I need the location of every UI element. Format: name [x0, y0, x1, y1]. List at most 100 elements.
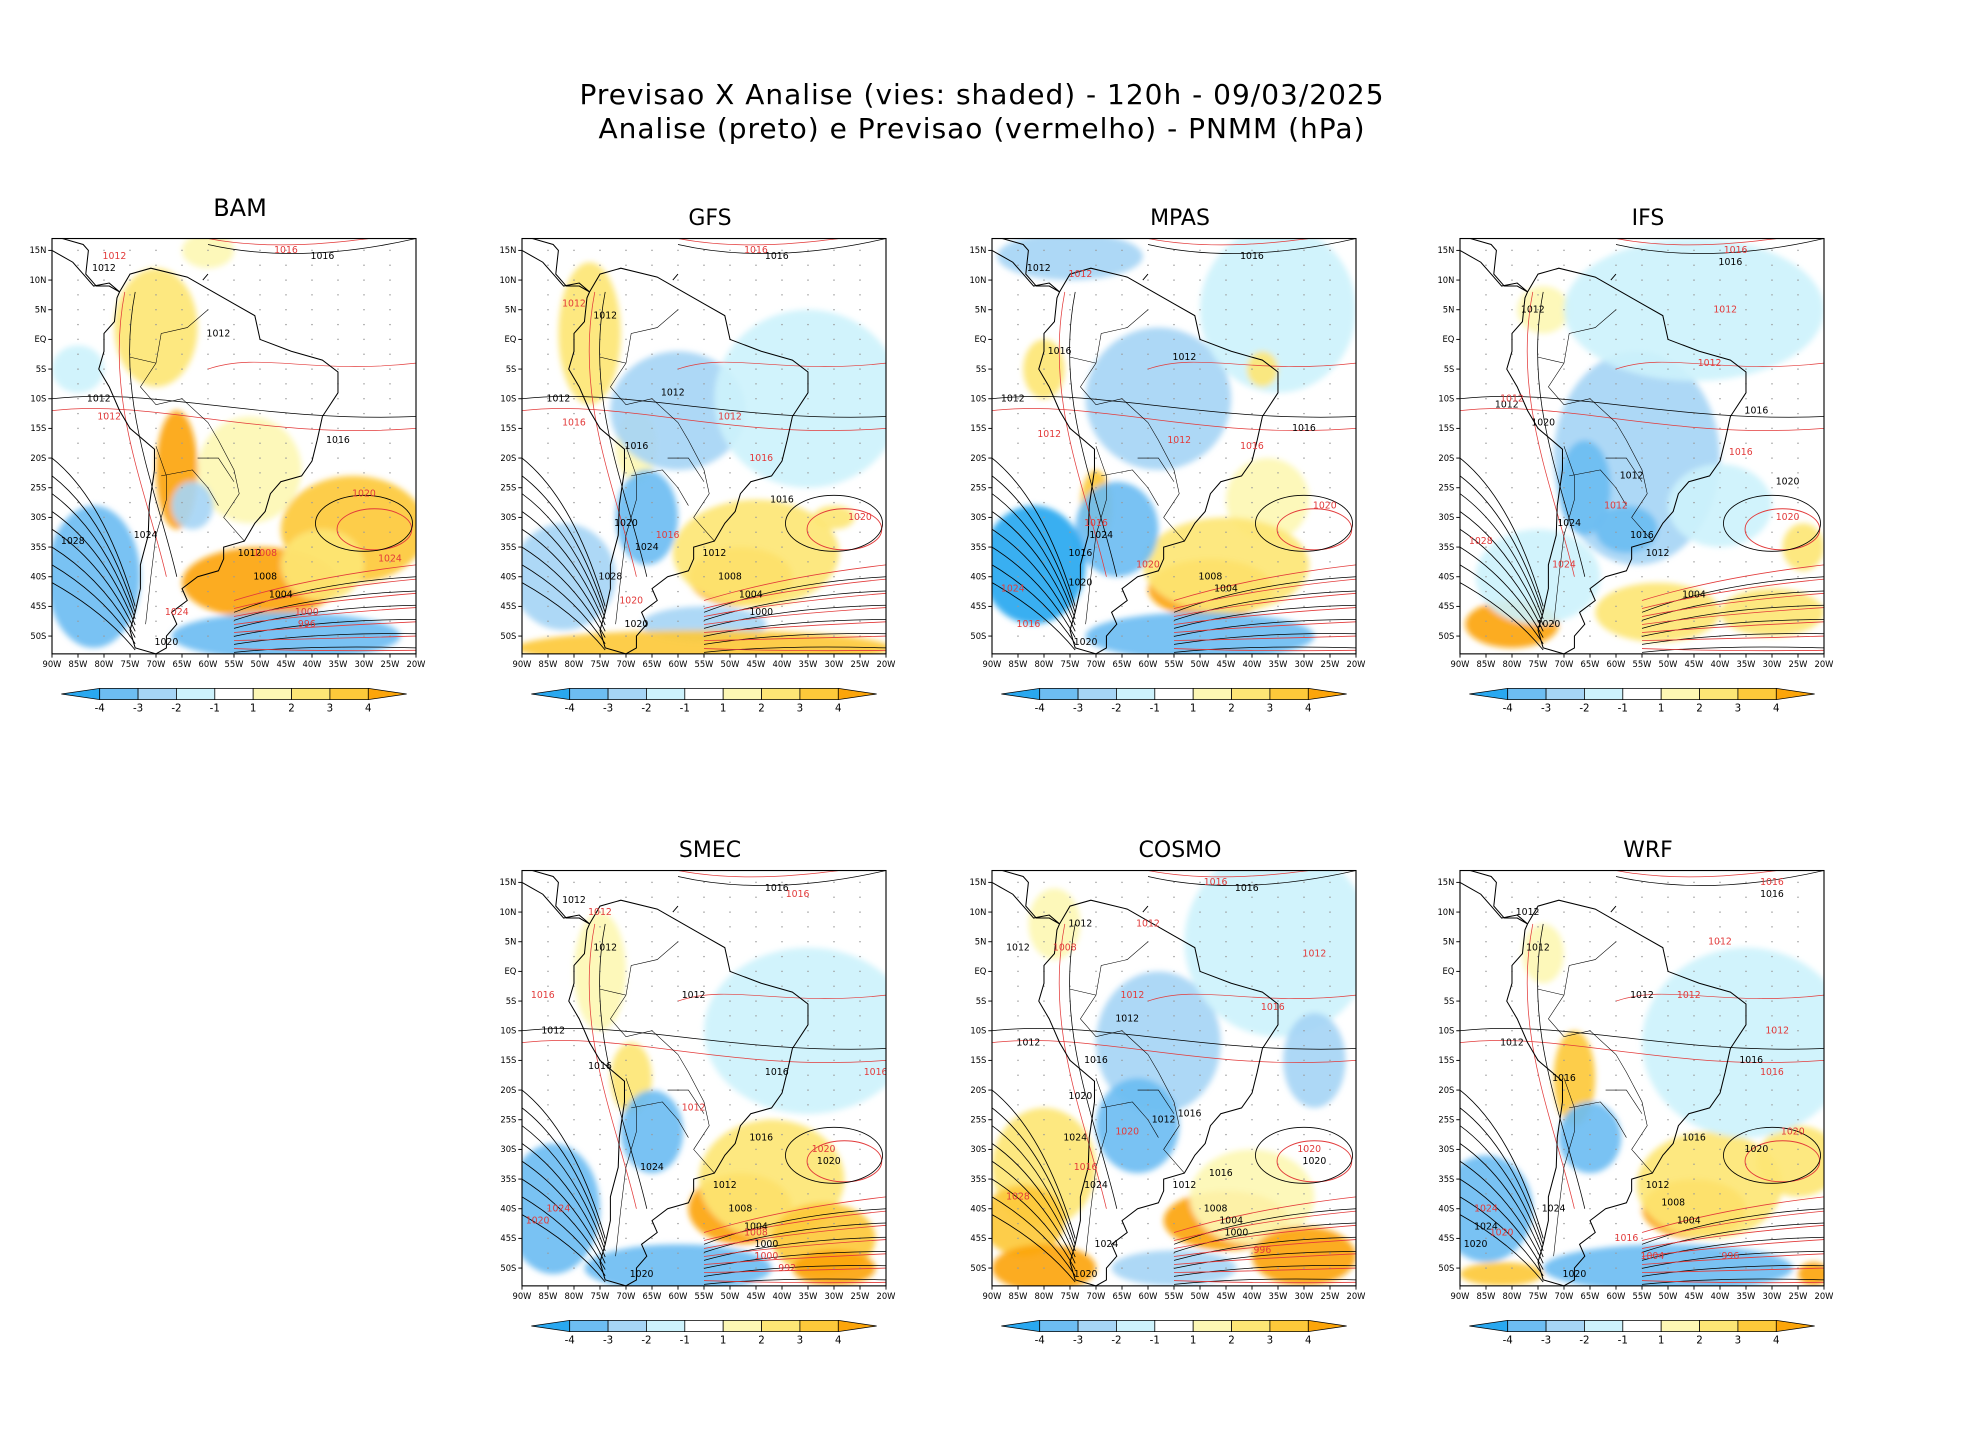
forecast-contour-label: 1024: [1552, 560, 1576, 571]
map-svg: 1016101210121012101210161016102010161012…: [1437, 869, 1833, 1347]
bias-blob: [1756, 1125, 1824, 1197]
analysis-contour-label: 1008: [1199, 572, 1223, 583]
analysis-contour-label: 1004: [1682, 589, 1706, 600]
x-tick-label: 80W: [95, 659, 114, 669]
y-tick-label: 10S: [500, 1026, 516, 1036]
x-tick-label: 60W: [1139, 1291, 1158, 1301]
analysis-isobar: [522, 1125, 606, 1252]
analysis-isobar: [992, 1125, 1076, 1252]
analysis-isobar: [522, 1143, 606, 1258]
forecast-contour-label: 1012: [1713, 305, 1737, 316]
y-tick-label: 15N: [969, 877, 986, 887]
analysis-isobar: [52, 475, 136, 613]
colorbar-label: -2: [641, 703, 651, 715]
y-tick-label: EQ: [1443, 334, 1455, 344]
forecast-isobar: [703, 592, 886, 617]
x-tick-label: 45W: [1217, 659, 1236, 669]
analysis-contour-label: 1016: [765, 251, 789, 262]
forecast-isobar: [1173, 1196, 1356, 1233]
panel-smec: 1016 1012 1012 1012 1012 1016 1016 1016 1020 1024…: [470, 822, 910, 1382]
bias-blob: [615, 469, 678, 565]
forecast-isobar: [1641, 1196, 1824, 1233]
forecast-isobar: [1173, 607, 1356, 625]
colorbar: -4 -3 -2 -1 1 2 3 4: [61, 687, 407, 715]
forecast-isobar: [1173, 1280, 1356, 1284]
y-tick-label: 20S: [970, 1085, 986, 1095]
y-tick-label: 30S: [970, 1144, 986, 1154]
bias-blob: [992, 1185, 1065, 1257]
analysis-contour-label: 1024: [134, 530, 158, 541]
analysis-contour-label: 1020: [1464, 1239, 1488, 1250]
analysis-isobar: [522, 546, 606, 638]
colorbar-label: 3: [1735, 703, 1742, 715]
analysis-contour-label: 1020: [1531, 417, 1555, 428]
x-tick-label: 25W: [851, 1291, 870, 1301]
colorbar-label: 1: [250, 703, 257, 715]
x-tick-label: 35W: [1269, 659, 1288, 669]
x-tick-label: 40W: [303, 659, 322, 669]
y-tick-label: 30S: [1438, 512, 1454, 522]
panel-mpas: 1016 1012 1012 1016 1012 1016 1024 1020 1016 1008…: [940, 190, 1380, 750]
panel-gfs: 1016 1012 1012 1012 1016 1016 1020 1024 1012 1008…: [470, 190, 910, 750]
analysis-isobar: [992, 493, 1076, 620]
analysis-contour-label: 1012: [1001, 394, 1025, 405]
x-tick-label: 50W: [721, 659, 740, 669]
y-tick-label: EQ: [35, 334, 47, 344]
bias-blob: [1096, 1078, 1180, 1174]
south-america-coastline: [1038, 267, 1279, 654]
analysis-contour-label: 1016: [311, 251, 335, 262]
bias-blob: [1782, 523, 1824, 571]
y-tick-label: 45S: [500, 601, 516, 611]
y-tick-label: 5N: [1443, 305, 1455, 315]
forecast-contour-label: 1012: [1136, 919, 1160, 930]
analysis-contour-label: 1024: [1557, 518, 1581, 529]
y-tick-label: 40S: [970, 1204, 986, 1214]
y-tick-label: 25S: [1438, 483, 1454, 493]
forecast-contour-label: 1020: [1297, 1144, 1321, 1155]
forecast-isobar: [1173, 592, 1356, 617]
colorbar-label: 4: [835, 703, 842, 715]
y-tick-label: 30S: [970, 512, 986, 522]
analysis-isobar: [992, 564, 1076, 645]
y-tick-label: 10N: [29, 275, 46, 285]
bias-blob: [1096, 971, 1221, 1114]
y-tick-label: 20S: [1438, 453, 1454, 463]
forecast-contour-label: 1016: [1760, 877, 1784, 888]
x-tick-label: 25W: [381, 659, 400, 669]
colorbar-label: 4: [1305, 703, 1312, 715]
x-tick-label: 60W: [1607, 1291, 1626, 1301]
y-tick-label: 20S: [30, 453, 46, 463]
forecast-isobar: [233, 648, 416, 652]
analysis-contour-label: 1012: [703, 548, 727, 559]
bias-blob: [1522, 923, 1564, 984]
forecast-isobar: [703, 635, 886, 641]
colorbar-label: 3: [327, 703, 334, 715]
bias-blob: [1668, 464, 1772, 548]
forecast-contour-label: 1016: [531, 990, 555, 1001]
bias-blob: [1283, 1012, 1346, 1108]
analysis-contour-label: 1016: [1630, 530, 1654, 541]
forecast-isobar: [1173, 621, 1356, 633]
bias-blob: [1075, 481, 1159, 577]
y-tick-label: EQ: [975, 334, 987, 344]
y-tick-label: 15N: [1437, 245, 1454, 255]
analysis-contour-label: 1020: [1537, 619, 1561, 630]
colorbar-label: 1: [720, 1335, 727, 1347]
colorbar-label: -4: [1035, 703, 1045, 715]
x-tick-label: 40W: [1243, 659, 1262, 669]
analysis-contour-label: 1012: [1017, 1037, 1041, 1048]
bias-blob: [1028, 888, 1081, 960]
y-tick-label: 25S: [1438, 1115, 1454, 1125]
bias-blob: [1200, 238, 1356, 393]
colorbar-label: -1: [210, 703, 220, 715]
y-tick-label: 20S: [1438, 1085, 1454, 1095]
analysis-isobar: [1460, 564, 1544, 645]
y-tick-label: 15N: [29, 245, 46, 255]
analysis-contour-label: 1020: [1745, 1144, 1769, 1155]
x-tick-label: 85W: [1477, 659, 1496, 669]
forecast-contour-label: 1012: [1303, 948, 1327, 959]
analysis-isobar: [52, 582, 136, 651]
forecast-contour-label: 1016: [1240, 441, 1264, 452]
forecast-contour-label: 996: [1253, 1245, 1271, 1256]
analysis-contour-label: 1024: [1089, 530, 1113, 541]
